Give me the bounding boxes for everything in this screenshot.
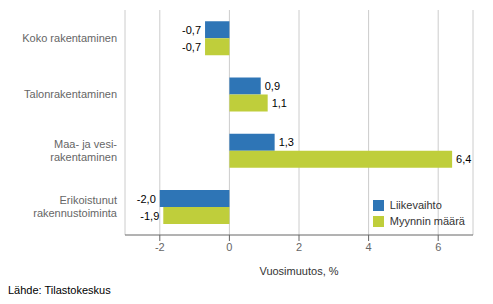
svg-text:4: 4 <box>366 241 372 253</box>
html-text:Liikevaihto: Liikevaihto <box>389 199 442 211</box>
svg-text:1,3: 1,3 <box>279 136 294 148</box>
svg-text:0: 0 <box>226 241 232 253</box>
svg-text:-2: -2 <box>155 241 165 253</box>
html-text:Lähde: Tilastokeskus: Lähde: Tilastokeskus <box>8 284 111 296</box>
svg-text:-1,9: -1,9 <box>140 210 159 222</box>
svg-text:6,4: 6,4 <box>456 153 471 165</box>
svg-text:Vuosimuutos, %: Vuosimuutos, % <box>259 265 338 277</box>
svg-text:-0,7: -0,7 <box>182 41 201 53</box>
svg-text:6: 6 <box>435 241 441 253</box>
svg-text:Erikoistunutrakennustoiminta: Erikoistunutrakennustoiminta <box>33 194 118 219</box>
svg-text:Talonrakentaminen: Talonrakentaminen <box>24 88 117 100</box>
html-text:Myynnin määrä: Myynnin määrä <box>389 215 465 227</box>
svg-text:-2,0: -2,0 <box>137 193 156 205</box>
svg-text:Koko rakentaminen: Koko rakentaminen <box>22 32 117 44</box>
svg-text:2: 2 <box>296 241 302 253</box>
svg-text:-0,7: -0,7 <box>182 24 201 36</box>
svg-text:Maa- ja vesi-rakentaminen: Maa- ja vesi-rakentaminen <box>50 138 117 163</box>
svg-text:1,1: 1,1 <box>272 97 287 109</box>
svg-text:0,9: 0,9 <box>265 80 280 92</box>
